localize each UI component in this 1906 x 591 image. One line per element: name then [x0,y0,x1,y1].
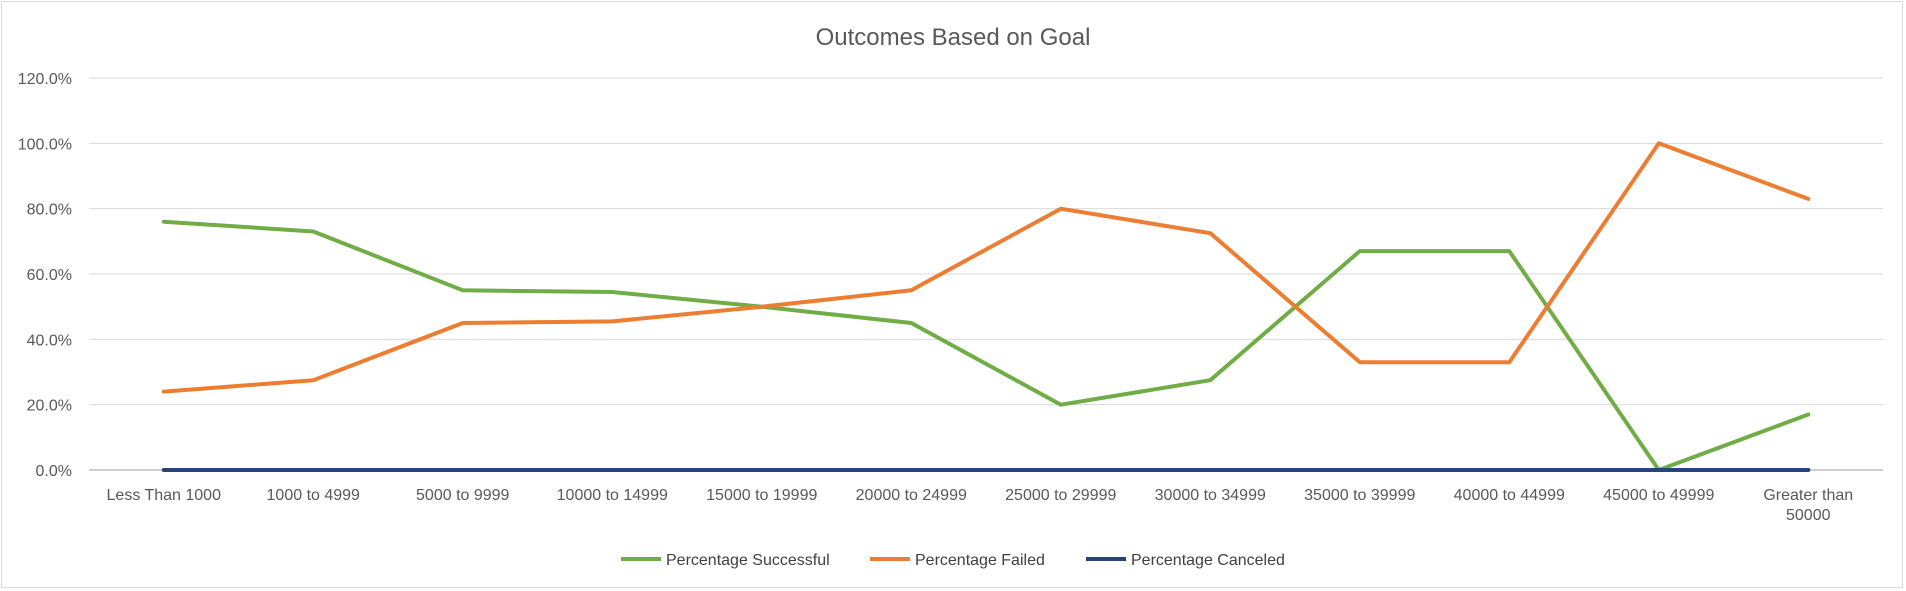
x-tick-label: 20000 to 24999 [856,487,967,504]
series-lines [161,141,1811,472]
gridlines [89,77,1883,471]
y-tick-label: 20.0% [27,398,72,415]
series-line-2 [161,141,1811,394]
y-tick-label: 120.0% [18,71,72,88]
x-axis-tick-labels: Less Than 1000 1000 to 4999 5000 to 9999 10… [107,487,1854,524]
x-tick-label: 5000 to 9999 [416,487,510,504]
legend: Percentage Successful Percentage Failed Pe… [621,552,1285,569]
x-tick-label: Greater than 50000 [1763,487,1853,524]
x-tick-label: 30000 to 34999 [1155,487,1266,504]
x-tick-label: 15000 to 19999 [706,487,817,504]
y-tick-label: 0.0% [36,463,72,480]
y-axis-tick-labels: 0.0% 20.0% 40.0% 60.0% 80.0% 100.0% 120.0% [18,71,72,480]
legend-label: Percentage Failed [915,552,1045,569]
y-tick-label: 80.0% [27,202,72,219]
y-tick-label: 40.0% [27,332,72,349]
x-tick-label: 25000 to 29999 [1005,487,1116,504]
x-tick-label: Less Than 1000 [107,487,222,504]
x-tick-label: 35000 to 39999 [1304,487,1415,504]
chart-title: Outcomes Based on Goal [816,24,1091,51]
legend-label: Percentage Successful [666,552,830,569]
x-tick-label: 45000 to 49999 [1603,487,1714,504]
series-line-1 [161,219,1811,472]
x-tick-label: 1000 to 4999 [267,487,361,504]
x-tick-label: 40000 to 44999 [1454,487,1565,504]
x-tick-label: 10000 to 14999 [557,487,668,504]
legend-label: Percentage Canceled [1131,552,1285,569]
y-tick-label: 100.0% [18,136,72,153]
y-tick-label: 60.0% [27,267,72,284]
